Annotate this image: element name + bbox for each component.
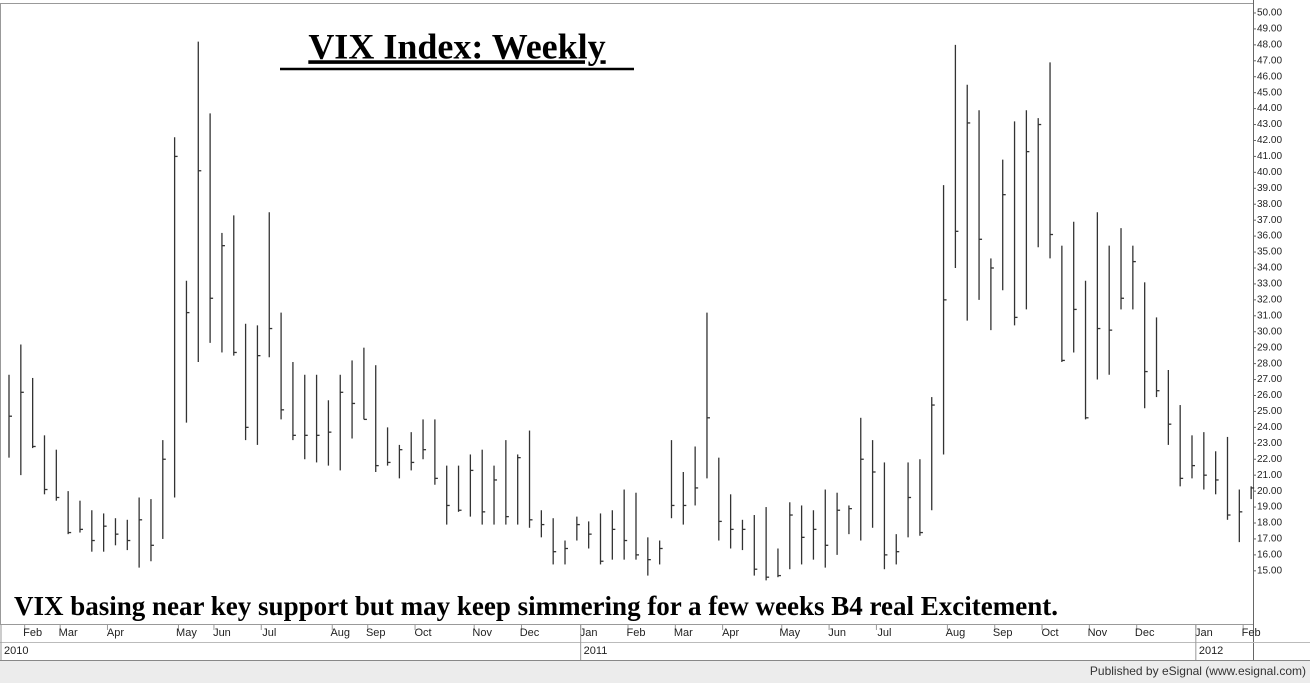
y-tick-label: 19.00 [1257, 502, 1282, 513]
y-tick-label: 43.00 [1257, 119, 1282, 130]
y-tick-label: 46.00 [1257, 71, 1282, 82]
y-tick-label: 45.00 [1257, 87, 1282, 98]
y-tick-label: 47.00 [1257, 55, 1282, 66]
y-tick-label: 32.00 [1257, 294, 1282, 305]
x-tick-label: Mar [59, 627, 78, 639]
y-tick-label: 30.00 [1257, 326, 1282, 337]
y-tick-label: 31.00 [1257, 310, 1282, 321]
y-tick-label: 16.00 [1257, 550, 1282, 561]
x-tick-label: May [779, 627, 800, 639]
x-tick-label: Nov [472, 627, 492, 639]
footer-bar [0, 661, 1310, 683]
y-tick-label: 42.00 [1257, 135, 1282, 146]
y-tick-label: 35.00 [1257, 247, 1282, 258]
x-tick-label: Apr [722, 627, 739, 639]
x-tick-label: Feb [1242, 627, 1261, 639]
y-tick-label: 40.00 [1257, 167, 1282, 178]
chart-title: VIX Index: Weekly [308, 26, 605, 66]
y-tick-label: 29.00 [1257, 342, 1282, 353]
y-tick-label: 21.00 [1257, 470, 1282, 481]
x-tick-label: Aug [330, 627, 350, 639]
x-tick-label: Sep [366, 627, 386, 639]
y-tick-label: 50.00 [1257, 8, 1282, 19]
x-tick-label: Nov [1088, 627, 1108, 639]
x-tick-label: Dec [1135, 627, 1155, 639]
y-tick-label: 18.00 [1257, 518, 1282, 529]
footer-text: Published by eSignal (www.esignal.com) [1090, 664, 1306, 678]
y-tick-label: 39.00 [1257, 183, 1282, 194]
y-tick-label: 36.00 [1257, 231, 1282, 242]
x-tick-label: Jul [262, 627, 276, 639]
x-tick-label: Jan [580, 627, 598, 639]
x-tick-label: Sep [993, 627, 1013, 639]
x-tick-label: Aug [946, 627, 966, 639]
y-tick-label: 27.00 [1257, 374, 1282, 385]
year-label: 2011 [584, 645, 608, 657]
y-tick-label: 25.00 [1257, 406, 1282, 417]
x-tick-label: May [176, 627, 197, 639]
x-tick-label: Jun [828, 627, 846, 639]
x-tick-label: Oct [414, 627, 431, 639]
y-tick-label: 41.00 [1257, 151, 1282, 162]
year-label: 2010 [4, 645, 28, 657]
y-tick-label: 38.00 [1257, 199, 1282, 210]
y-tick-label: 33.00 [1257, 279, 1282, 290]
x-tick-label: Feb [627, 627, 646, 639]
x-tick-label: Apr [107, 627, 124, 639]
x-tick-label: Feb [23, 627, 42, 639]
y-tick-label: 28.00 [1257, 358, 1282, 369]
x-tick-label: Jun [213, 627, 231, 639]
y-tick-label: 37.00 [1257, 215, 1282, 226]
x-tick-label: Jan [1195, 627, 1213, 639]
y-tick-label: 17.00 [1257, 534, 1282, 545]
y-tick-label: 49.00 [1257, 24, 1282, 35]
y-tick-label: 44.00 [1257, 103, 1282, 114]
y-tick-label: 23.00 [1257, 438, 1282, 449]
annotation: VIX basing near key support but may keep… [14, 591, 1058, 621]
y-tick-label: 26.00 [1257, 390, 1282, 401]
y-tick-label: 15.00 [1257, 565, 1282, 576]
x-tick-label: Mar [674, 627, 693, 639]
x-tick-label: Dec [520, 627, 540, 639]
y-tick-label: 48.00 [1257, 39, 1282, 50]
x-tick-label: Oct [1041, 627, 1058, 639]
y-tick-label: 34.00 [1257, 263, 1282, 274]
y-tick-label: 20.00 [1257, 486, 1282, 497]
year-label: 2012 [1199, 645, 1223, 657]
x-tick-label: Jul [877, 627, 891, 639]
y-tick-label: 22.00 [1257, 454, 1282, 465]
y-tick-label: 24.00 [1257, 422, 1282, 433]
